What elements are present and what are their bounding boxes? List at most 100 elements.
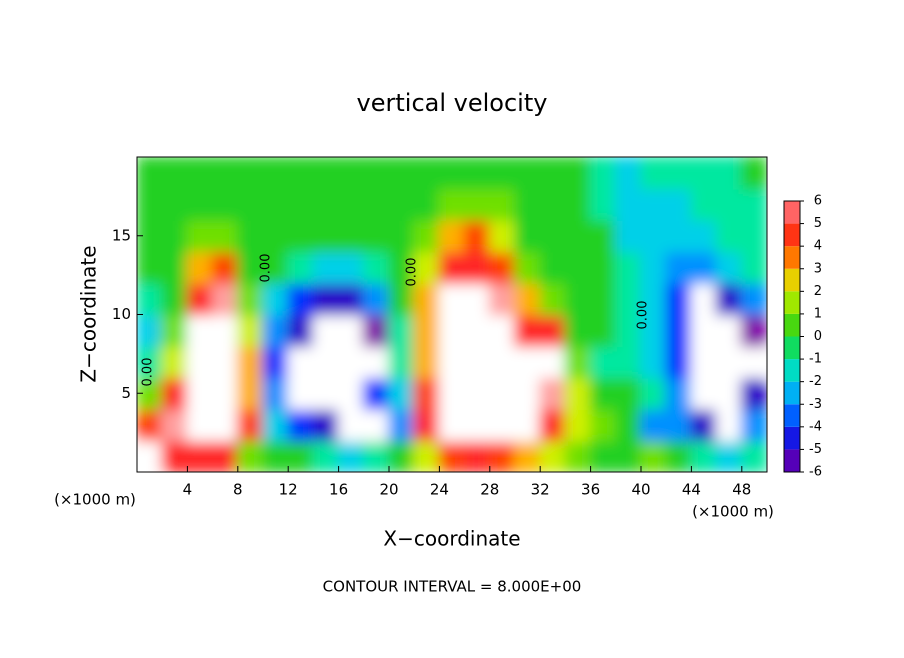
cell xyxy=(463,282,491,316)
cell xyxy=(665,345,693,379)
x-tick-label: 4 xyxy=(183,481,193,499)
cell xyxy=(262,187,290,221)
cell xyxy=(186,376,214,410)
cell xyxy=(337,439,365,472)
cell xyxy=(388,408,416,442)
cell xyxy=(312,219,340,253)
cell xyxy=(287,313,315,347)
colorbar-tick-label: 2 xyxy=(814,284,822,299)
cell xyxy=(690,376,718,410)
x-unit: (×1000 m) xyxy=(692,503,774,521)
cell xyxy=(161,408,189,442)
cell xyxy=(614,439,642,472)
colorbar-band xyxy=(784,268,800,292)
cell xyxy=(362,376,390,410)
colorbar-tick-label: -1 xyxy=(809,352,822,367)
cell xyxy=(211,187,239,221)
cell xyxy=(186,282,214,316)
cell xyxy=(262,345,290,379)
cell xyxy=(337,157,365,190)
cell xyxy=(388,157,416,190)
cell xyxy=(740,376,767,410)
cell xyxy=(488,408,516,442)
cell xyxy=(589,187,617,221)
cell xyxy=(665,157,693,190)
cell xyxy=(287,219,315,253)
cell xyxy=(438,187,466,221)
contour-label: 0.00 xyxy=(636,301,651,330)
cell xyxy=(287,157,315,190)
cell xyxy=(463,157,491,190)
cell xyxy=(488,439,516,472)
cell xyxy=(287,345,315,379)
cell xyxy=(690,157,718,190)
cell xyxy=(690,345,718,379)
cell xyxy=(614,345,642,379)
cell xyxy=(287,187,315,221)
cell xyxy=(186,157,214,190)
cell xyxy=(413,187,441,221)
cell xyxy=(337,187,365,221)
cell xyxy=(236,282,264,316)
cell xyxy=(488,219,516,253)
cell xyxy=(438,376,466,410)
cell xyxy=(362,408,390,442)
cell xyxy=(362,250,390,284)
cell xyxy=(488,345,516,379)
cell xyxy=(236,376,264,410)
cell xyxy=(589,219,617,253)
contour-label: 0.00 xyxy=(259,254,274,283)
cell xyxy=(236,157,264,190)
cell xyxy=(640,376,668,410)
cell xyxy=(438,157,466,190)
cell xyxy=(211,282,239,316)
cell xyxy=(413,439,441,472)
cell xyxy=(312,157,340,190)
colorbar-band xyxy=(784,404,800,427)
cell xyxy=(589,282,617,316)
x-axis-label: X−coordinate xyxy=(383,527,520,551)
cell xyxy=(690,282,718,316)
cell xyxy=(312,376,340,410)
cell xyxy=(614,187,642,221)
colorbar-tick-label: 0 xyxy=(814,329,822,344)
cell xyxy=(388,313,416,347)
cell xyxy=(715,219,743,253)
colorbar-band xyxy=(784,381,800,405)
x-tick-label: 32 xyxy=(531,481,550,499)
cell xyxy=(665,376,693,410)
cell xyxy=(715,282,743,316)
cell xyxy=(463,345,491,379)
cell xyxy=(488,282,516,316)
cell xyxy=(211,313,239,347)
cell xyxy=(715,376,743,410)
cell xyxy=(186,187,214,221)
cell xyxy=(740,313,767,347)
cell xyxy=(438,219,466,253)
cell xyxy=(161,157,189,190)
colorbar-tick-label: 1 xyxy=(814,306,822,321)
contour-label: 0.00 xyxy=(141,358,156,387)
cell xyxy=(413,250,441,284)
cell xyxy=(388,250,416,284)
cell xyxy=(312,408,340,442)
cell xyxy=(539,376,567,410)
cell xyxy=(161,282,189,316)
cell xyxy=(564,313,592,347)
cell xyxy=(388,376,416,410)
cell xyxy=(690,250,718,284)
colorbar-tick-label: -5 xyxy=(809,442,822,457)
cell xyxy=(665,408,693,442)
cell xyxy=(362,345,390,379)
cell xyxy=(690,313,718,347)
cell xyxy=(438,313,466,347)
cell xyxy=(388,187,416,221)
cell xyxy=(161,250,189,284)
cell xyxy=(413,157,441,190)
cell xyxy=(287,250,315,284)
cell xyxy=(186,313,214,347)
cell xyxy=(362,219,390,253)
y-tick-label: 15 xyxy=(112,226,131,244)
cell xyxy=(564,250,592,284)
x-tick-label: 36 xyxy=(581,481,600,499)
